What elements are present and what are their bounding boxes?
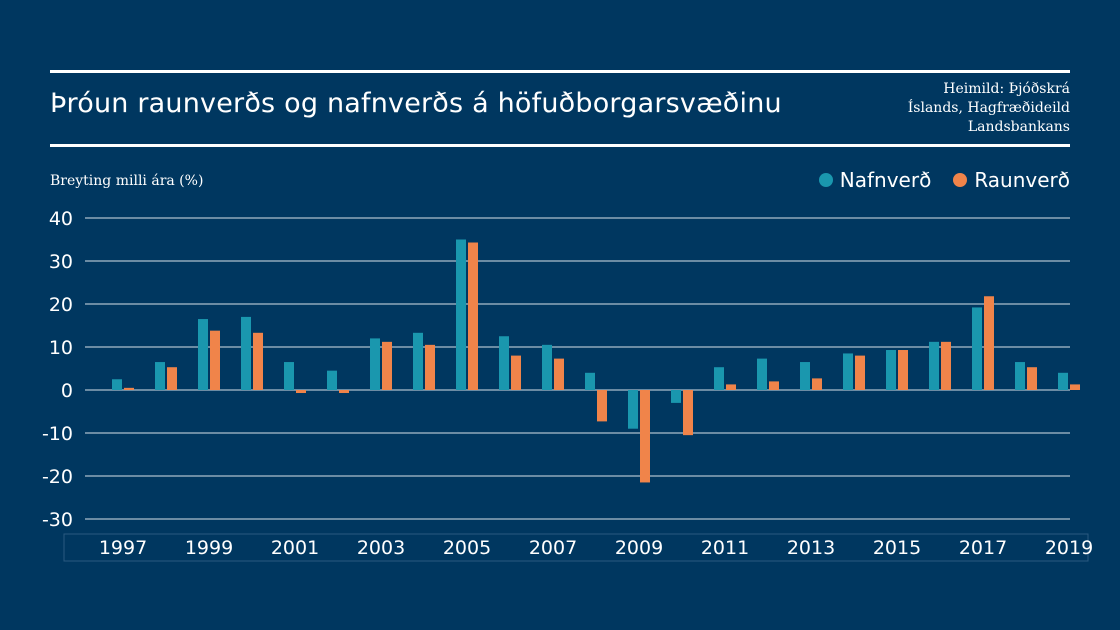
legend: Nafnverð Raunverð <box>797 168 1070 192</box>
y-tick-label: 0 <box>61 380 73 402</box>
bar-raunverd <box>382 341 392 390</box>
legend-label-nafnverd: Nafnverð <box>839 168 932 192</box>
x-axis-box <box>63 533 1089 562</box>
bar-raunverd <box>640 390 650 483</box>
bar-nafnverd <box>972 307 982 390</box>
bar-nafnverd <box>929 341 939 390</box>
bar-raunverd <box>468 242 478 390</box>
y-tick-label: 20 <box>49 294 73 316</box>
bar-raunverd <box>253 332 263 390</box>
bar-nafnverd <box>585 372 595 390</box>
legend-swatch-nafnverd <box>818 173 833 187</box>
bar-raunverd <box>167 367 177 390</box>
bar-raunverd <box>597 390 607 422</box>
source-line: Landsbankans <box>967 119 1070 135</box>
bar-raunverd <box>425 344 435 390</box>
source-line: Heimild: Þjóðskrá <box>943 81 1070 97</box>
bar-raunverd <box>1027 367 1037 390</box>
x-tick-label: 2013 <box>787 537 835 559</box>
bar-raunverd <box>683 390 693 436</box>
bar-raunverd <box>812 378 822 390</box>
x-tick-label: 2009 <box>615 537 663 559</box>
x-tick-label: 2003 <box>357 537 405 559</box>
legend-item-raunverd: Raunverð <box>953 168 1070 192</box>
bar-nafnverd <box>370 338 380 390</box>
x-tick-label: 2011 <box>701 537 749 559</box>
bar-raunverd <box>898 350 908 390</box>
bar-raunverd <box>210 330 220 390</box>
x-tick-label: 2015 <box>873 537 921 559</box>
bar-nafnverd <box>1015 362 1025 390</box>
bar-nafnverd <box>843 353 853 390</box>
bar-nafnverd <box>155 362 165 390</box>
bar-nafnverd <box>198 319 208 390</box>
source-line: Íslands, Hagfræðideild <box>907 100 1070 116</box>
legend-item-nafnverd: Nafnverð <box>818 168 932 192</box>
x-tick-label: 1997 <box>99 537 147 559</box>
chart-title: Þróun raunverðs og nafnverðs á höfuðborg… <box>50 88 782 119</box>
bar-nafnverd <box>757 358 767 390</box>
x-tick-label: 1999 <box>185 537 233 559</box>
legend-label-raunverd: Raunverð <box>974 168 1070 192</box>
x-tick-label: 2005 <box>443 537 491 559</box>
bar-nafnverd <box>413 332 423 390</box>
y-tick-label: -30 <box>42 509 73 531</box>
bar-raunverd <box>296 390 306 394</box>
bar-nafnverd <box>284 362 294 390</box>
bar-nafnverd <box>671 390 681 403</box>
y-tick-label: 30 <box>49 251 73 273</box>
bar-raunverd <box>726 384 736 390</box>
bar-nafnverd <box>112 379 122 390</box>
legend-swatch-raunverd <box>953 173 968 187</box>
x-tick-label: 2007 <box>529 537 577 559</box>
x-tick-label: 2017 <box>959 537 1007 559</box>
bar-nafnverd <box>241 316 251 390</box>
bar-nafnverd <box>714 367 724 390</box>
top-rule <box>50 70 1070 73</box>
bar-raunverd <box>941 341 951 390</box>
bar-nafnverd <box>800 362 810 390</box>
bar-raunverd <box>984 296 994 390</box>
y-tick-label: 10 <box>49 337 73 359</box>
bar-raunverd <box>1070 384 1080 390</box>
bar-nafnverd <box>1058 372 1068 390</box>
bar-nafnverd <box>327 370 337 390</box>
bar-raunverd <box>855 355 865 390</box>
bar-raunverd <box>124 387 134 390</box>
x-tick-label: 2001 <box>271 537 319 559</box>
bar-nafnverd <box>542 344 552 390</box>
source-note: Heimild: Þjóðskrá Íslands, Hagfræðideild… <box>830 80 1070 137</box>
bar-nafnverd <box>628 390 638 429</box>
bar-nafnverd <box>886 350 896 390</box>
bar-raunverd <box>769 381 779 390</box>
y-axis-label: Breyting milli ára (%) <box>50 173 204 189</box>
bar-nafnverd <box>456 239 466 390</box>
bar-raunverd <box>554 358 564 390</box>
y-tick-label: 40 <box>49 208 73 230</box>
x-tick-label: 2019 <box>1045 537 1093 559</box>
y-tick-label: -10 <box>42 423 73 445</box>
bar-raunverd <box>339 390 349 394</box>
y-tick-label: -20 <box>42 466 73 488</box>
title-bottom-rule <box>50 144 1070 147</box>
bar-nafnverd <box>499 336 509 390</box>
bar-raunverd <box>511 355 521 390</box>
